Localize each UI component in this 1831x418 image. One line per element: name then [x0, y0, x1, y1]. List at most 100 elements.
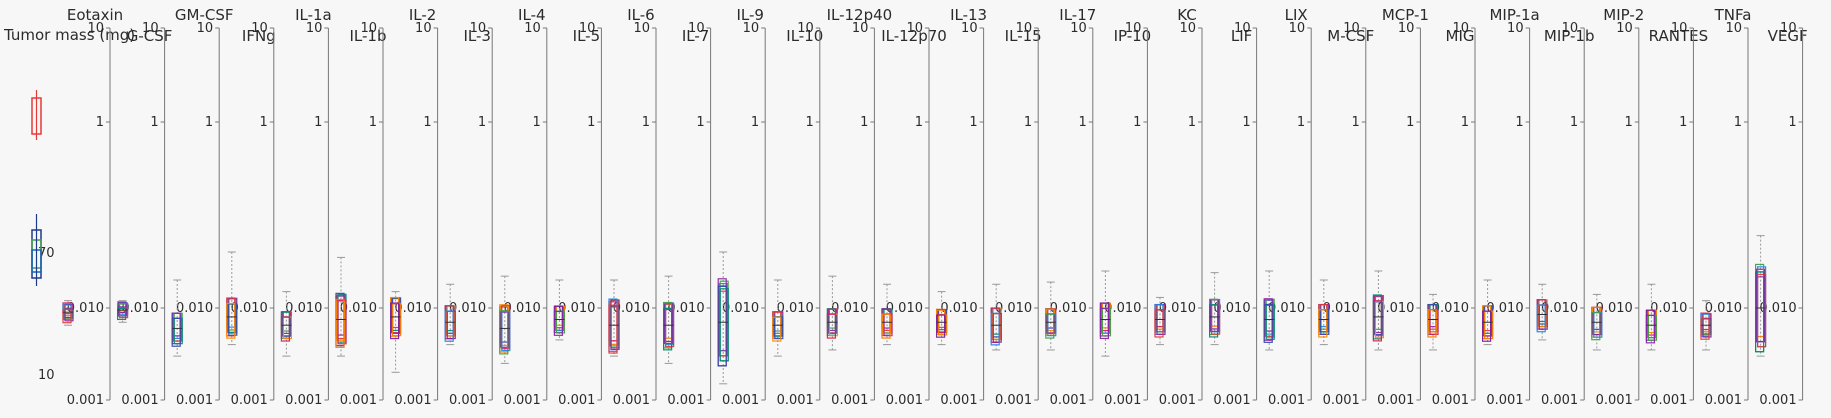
panel-tick-label-20-3: 0.001	[1159, 393, 1196, 408]
panel-box-0-4	[63, 307, 73, 320]
panel-box-29-6	[1645, 314, 1656, 344]
panel-tick-label-29-1: 1	[1679, 115, 1687, 130]
panel-label-il-4: IL-4	[518, 6, 545, 24]
panel-label-g-csf: G-CSF	[127, 27, 173, 45]
panel-tick-label-2-1: 1	[205, 115, 213, 130]
panel-tick-label-3-0: 10	[251, 21, 268, 36]
panel-tick-label-27-1: 1	[1570, 115, 1578, 130]
panel-tick-label-22-0: 10	[1289, 21, 1306, 36]
panel-tick-label-22-2: 0.010	[1268, 301, 1305, 316]
panel-tick-label-8-0: 10	[524, 21, 541, 36]
panel-tick-label-26-3: 0.001	[1486, 393, 1523, 408]
panel-tick-label-6-2: 0.010	[394, 301, 431, 316]
panel-tick-label-17-1: 1	[1024, 115, 1032, 130]
panel-tick-label-20-0: 10	[1179, 21, 1196, 36]
panel-tick-label-7-1: 1	[478, 115, 486, 130]
panel-tick-label-17-3: 0.001	[995, 393, 1032, 408]
panel-tick-label-7-0: 10	[470, 21, 487, 36]
first-axis-tick-label-1: 10	[38, 368, 55, 383]
panel-tick-label-18-0: 10	[1070, 21, 1087, 36]
panel-tick-label-25-1: 1	[1461, 115, 1469, 130]
panel-tick-label-28-2: 0.010	[1596, 301, 1633, 316]
panel-tick-label-16-0: 10	[961, 21, 978, 36]
panel-tick-label-1-2: 0.010	[121, 301, 158, 316]
panel-label-il-13: IL-13	[950, 6, 987, 24]
panel-box-11-5	[664, 308, 675, 348]
panel-label-m-csf: M-CSF	[1327, 27, 1374, 45]
panel-tick-label-25-2: 0.010	[1432, 301, 1469, 316]
panel-tick-label-8-1: 1	[533, 115, 541, 130]
panel-box-8-5	[501, 310, 511, 352]
panel-tick-label-23-0: 10	[1343, 21, 1360, 36]
panel-box-10-5	[610, 305, 620, 351]
panel-box-18-6	[1045, 313, 1055, 339]
panel-tick-label-0-0: 10	[87, 21, 104, 36]
panel-tick-label-31-2: 0.010	[1759, 301, 1796, 316]
panel-tick-label-3-3: 0.001	[231, 393, 268, 408]
panel-tick-label-14-2: 0.010	[831, 301, 868, 316]
panel-tick-label-12-2: 0.010	[722, 301, 759, 316]
panel-label-mip-1b: MIP-1b	[1544, 27, 1595, 45]
panel-box-12-4	[718, 290, 728, 357]
panel-label-mcp-1: MCP-1	[1382, 6, 1429, 24]
panel-tick-label-18-3: 0.001	[1050, 393, 1087, 408]
panel-tick-label-21-2: 0.010	[1213, 301, 1250, 316]
panel-label-eotaxin: Eotaxin	[67, 6, 123, 24]
panel-tick-label-31-0: 10	[1780, 21, 1797, 36]
panel-box-28-6	[1591, 311, 1601, 341]
panel-box-19-6	[1099, 307, 1110, 340]
panel-tick-label-26-0: 10	[1507, 21, 1524, 36]
panel-label-ip-10: IP-10	[1114, 27, 1152, 45]
panel-tick-label-4-0: 10	[306, 21, 323, 36]
panel-box-5-6	[335, 298, 345, 348]
first-axis-label: Tumor mass (mg)	[3, 26, 135, 44]
panel-tick-label-29-2: 0.010	[1650, 301, 1687, 316]
panel-tick-label-10-2: 0.010	[613, 301, 650, 316]
panel-box-1-5	[118, 307, 129, 319]
first-axis-tick-label-0: 70	[38, 246, 55, 261]
panel-tick-label-31-1: 1	[1788, 115, 1796, 130]
panel-tick-label-20-2: 0.010	[1159, 301, 1196, 316]
panel-tick-label-8-3: 0.001	[504, 393, 541, 408]
panel-tick-label-5-0: 10	[360, 21, 377, 36]
panel-box-23-6	[1318, 309, 1328, 338]
panel-tick-label-15-2: 0.010	[886, 301, 923, 316]
panel-tick-label-28-0: 10	[1616, 21, 1633, 36]
panel-box-22-6	[1263, 303, 1273, 343]
panel-box-0-5	[64, 308, 74, 322]
panel-tick-label-16-3: 0.001	[940, 393, 977, 408]
panel-tick-label-13-1: 1	[806, 115, 814, 130]
panel-box-30-6	[1700, 318, 1710, 340]
panel-tick-label-28-3: 0.001	[1596, 393, 1633, 408]
panel-tick-label-25-3: 0.001	[1432, 393, 1469, 408]
panel-tick-label-23-2: 0.010	[1323, 301, 1360, 316]
panel-tick-label-24-1: 1	[1406, 115, 1414, 130]
panel-tick-label-11-0: 10	[688, 21, 705, 36]
panel-tick-label-18-2: 0.010	[1050, 301, 1087, 316]
panel-tick-label-4-2: 0.010	[285, 301, 322, 316]
panel-tick-label-28-1: 1	[1625, 115, 1633, 130]
panel-tick-label-27-2: 0.010	[1541, 301, 1578, 316]
panel-label-il-3: IL-3	[463, 27, 490, 45]
panel-tick-label-22-1: 1	[1297, 115, 1305, 130]
panel-box-1-4	[117, 306, 128, 317]
panel-tick-label-2-2: 0.010	[176, 301, 213, 316]
panel-tick-label-5-2: 0.010	[340, 301, 377, 316]
panel-box-5-5	[337, 299, 347, 345]
panel-box-4-6	[280, 316, 290, 342]
panel-box-10-6	[608, 304, 618, 354]
panel-tick-label-19-1: 1	[1133, 115, 1141, 130]
panel-tick-label-30-1: 1	[1734, 115, 1742, 130]
panel-tick-label-4-1: 1	[314, 115, 322, 130]
panel-tick-label-2-3: 0.001	[176, 393, 213, 408]
panel-box-16-6	[935, 314, 946, 338]
panel-tick-label-12-0: 10	[743, 21, 760, 36]
panel-label-lif: LIF	[1231, 27, 1252, 45]
panel-box-24-6	[1372, 300, 1383, 342]
panel-box-6-6	[390, 302, 400, 340]
panel-tick-label-10-1: 1	[642, 115, 650, 130]
panel-tick-label-22-3: 0.001	[1268, 393, 1305, 408]
panel-tick-label-3-2: 0.010	[231, 301, 268, 316]
panel-tick-label-15-0: 10	[906, 21, 923, 36]
